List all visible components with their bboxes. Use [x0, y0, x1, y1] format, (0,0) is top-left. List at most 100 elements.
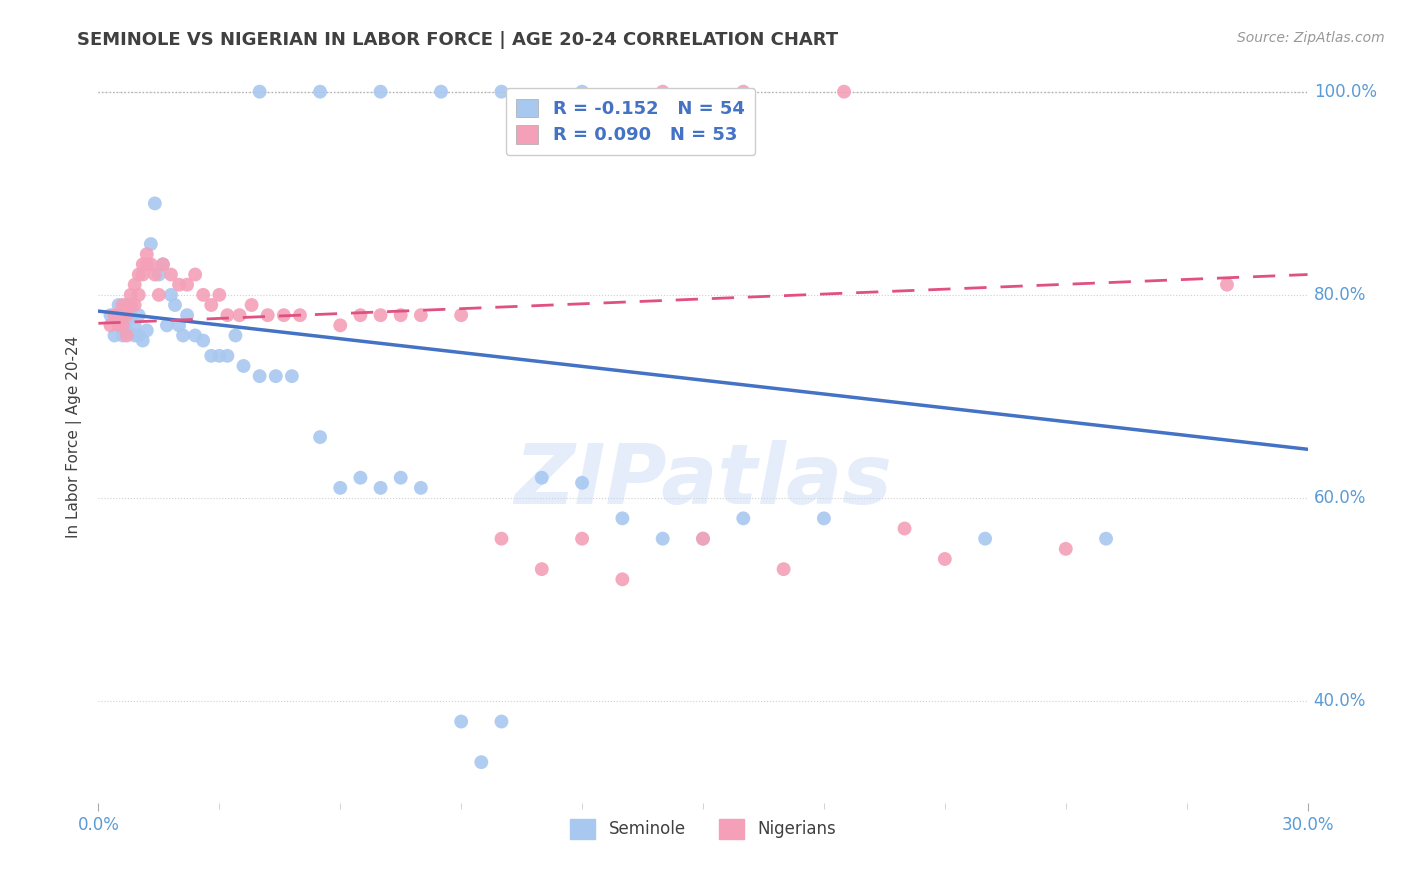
- Point: [612, 511, 634, 525]
- Point: [200, 349, 222, 363]
- Point: [217, 308, 239, 322]
- Point: [370, 481, 392, 495]
- Point: [571, 85, 593, 99]
- Point: [176, 308, 198, 322]
- Point: [349, 471, 371, 485]
- Point: [1216, 277, 1239, 292]
- Point: [128, 328, 150, 343]
- Point: [100, 308, 122, 322]
- Point: [651, 532, 673, 546]
- Point: [193, 334, 215, 348]
- Point: [152, 257, 174, 271]
- Point: [612, 572, 634, 586]
- Point: [120, 288, 142, 302]
- Point: [148, 268, 170, 282]
- Point: [329, 481, 352, 495]
- Point: [128, 268, 150, 282]
- Point: [893, 521, 915, 535]
- Point: [228, 308, 250, 322]
- Point: [1095, 532, 1118, 546]
- Point: [288, 308, 311, 322]
- Point: [217, 349, 239, 363]
- Point: [103, 308, 125, 322]
- Point: [256, 308, 278, 322]
- Point: [1054, 541, 1077, 556]
- Text: 40.0%: 40.0%: [1313, 692, 1367, 710]
- Point: [264, 369, 287, 384]
- Point: [733, 85, 755, 99]
- Point: [692, 532, 714, 546]
- Point: [111, 298, 134, 312]
- Point: [115, 308, 138, 322]
- Point: [115, 313, 138, 327]
- Point: [107, 308, 129, 322]
- Point: [733, 511, 755, 525]
- Point: [491, 714, 513, 729]
- Point: [115, 303, 138, 318]
- Point: [160, 288, 183, 302]
- Point: [974, 532, 997, 546]
- Point: [409, 481, 432, 495]
- Point: [115, 298, 138, 312]
- Point: [329, 318, 352, 333]
- Point: [139, 237, 162, 252]
- Text: ZIPatlas: ZIPatlas: [515, 441, 891, 522]
- Point: [111, 308, 134, 322]
- Point: [309, 85, 332, 99]
- Point: [120, 308, 142, 322]
- Point: [772, 562, 794, 576]
- Point: [530, 562, 553, 576]
- Text: 80.0%: 80.0%: [1313, 285, 1367, 304]
- Point: [120, 298, 142, 312]
- Point: [470, 755, 492, 769]
- Point: [200, 298, 222, 312]
- Point: [107, 298, 129, 312]
- Point: [115, 328, 138, 343]
- Point: [172, 328, 194, 343]
- Point: [152, 257, 174, 271]
- Point: [128, 288, 150, 302]
- Point: [100, 318, 122, 333]
- Point: [224, 328, 246, 343]
- Point: [389, 308, 412, 322]
- Point: [124, 298, 146, 312]
- Text: Source: ZipAtlas.com: Source: ZipAtlas.com: [1237, 31, 1385, 45]
- Point: [430, 85, 453, 99]
- Point: [107, 318, 129, 333]
- Point: [132, 334, 155, 348]
- Point: [128, 308, 150, 322]
- Point: [832, 85, 855, 99]
- Point: [240, 298, 263, 312]
- Point: [232, 359, 254, 373]
- Point: [370, 308, 392, 322]
- Point: [135, 247, 157, 261]
- Point: [111, 328, 134, 343]
- Point: [124, 318, 146, 333]
- Point: [111, 318, 134, 333]
- Point: [160, 268, 183, 282]
- Point: [491, 532, 513, 546]
- Point: [135, 323, 157, 337]
- Point: [370, 85, 392, 99]
- Text: 60.0%: 60.0%: [1313, 489, 1367, 507]
- Point: [184, 268, 207, 282]
- Point: [103, 328, 125, 343]
- Point: [124, 277, 146, 292]
- Point: [692, 532, 714, 546]
- Point: [156, 318, 179, 333]
- Text: SEMINOLE VS NIGERIAN IN LABOR FORCE | AGE 20-24 CORRELATION CHART: SEMINOLE VS NIGERIAN IN LABOR FORCE | AG…: [77, 31, 838, 49]
- Point: [249, 369, 271, 384]
- Point: [193, 288, 215, 302]
- Point: [450, 308, 472, 322]
- Point: [167, 277, 190, 292]
- Point: [135, 257, 157, 271]
- Point: [208, 349, 231, 363]
- Point: [530, 471, 553, 485]
- Point: [450, 714, 472, 729]
- Point: [132, 257, 155, 271]
- Y-axis label: In Labor Force | Age 20-24: In Labor Force | Age 20-24: [66, 336, 83, 538]
- Point: [132, 268, 155, 282]
- Point: [813, 511, 835, 525]
- Point: [148, 288, 170, 302]
- Point: [281, 369, 304, 384]
